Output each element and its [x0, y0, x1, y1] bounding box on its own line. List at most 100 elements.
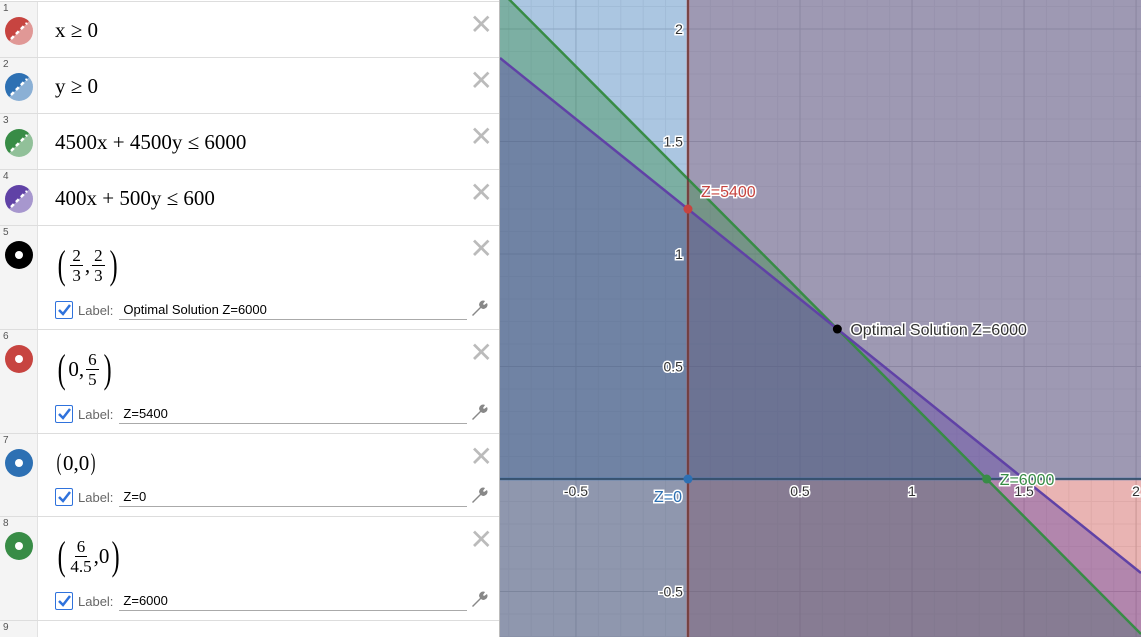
- gutter: 4: [0, 170, 38, 226]
- comma: ,: [93, 543, 99, 568]
- point-label: Optimal Solution Z=6000: [850, 322, 1027, 339]
- gutter: 5: [0, 226, 38, 330]
- wrench-icon: [472, 591, 488, 607]
- icon-dash: [10, 22, 28, 40]
- expression-index: 5: [3, 227, 9, 238]
- color-icon[interactable]: [4, 448, 34, 478]
- settings-wrench[interactable]: [469, 402, 489, 427]
- expression-row[interactable]: 8 ✕ (6 4.5, 0) Label: Z=6000: [0, 516, 499, 621]
- boundary-constraint-1: [507, 0, 1141, 635]
- delete-button[interactable]: ✕: [469, 524, 493, 555]
- point: [683, 204, 693, 214]
- expression-index: 8: [3, 518, 9, 529]
- region-constraint-2: [500, 58, 1141, 637]
- region-x: [687, 0, 1141, 637]
- region-constraint-1: [500, 0, 1141, 637]
- y-tick-label: -0.5: [659, 584, 683, 600]
- settings-wrench[interactable]: [469, 298, 489, 323]
- icon-shade: [9, 133, 34, 158]
- delete-button[interactable]: ✕: [469, 337, 493, 368]
- point-label: Z=6000: [1000, 472, 1055, 489]
- delete-button[interactable]: ✕: [469, 441, 493, 472]
- label-input[interactable]: Optimal Solution Z=6000: [119, 300, 468, 320]
- color-icon[interactable]: [4, 128, 34, 158]
- expression-list: 1 ✕ x ≥ 0 2 ✕ y ≥ 0 3 ✕ 4500x + 4500y ≤ 6000 4 ✕ 40…: [0, 0, 500, 637]
- gutter: 2: [0, 58, 38, 114]
- point: [832, 324, 842, 334]
- paren: ): [103, 346, 112, 391]
- delete-button[interactable]: ✕: [469, 177, 493, 208]
- coord: 0: [63, 450, 74, 475]
- color-icon[interactable]: [4, 72, 34, 102]
- expression-row[interactable]: 1 ✕ x ≥ 0: [0, 1, 499, 58]
- expression-row[interactable]: 9: [0, 620, 499, 637]
- delete-button[interactable]: ✕: [469, 233, 493, 264]
- label-caption: Label:: [78, 489, 114, 505]
- label-input[interactable]: Z=6000: [119, 591, 468, 611]
- region-y: [500, 0, 1141, 480]
- numerator: 2: [92, 245, 105, 266]
- numerator: 2: [70, 245, 83, 266]
- point: [982, 474, 992, 484]
- expression: (0, 0): [55, 441, 97, 485]
- color-icon[interactable]: [4, 184, 34, 214]
- icon-dot: [15, 542, 23, 550]
- paren: ): [111, 533, 120, 578]
- graph: -0.5 0.5 1 1.5 2 -0.5 0.5 1 1.5 2 Optimal Solution…: [500, 0, 1141, 637]
- numerator: 6: [86, 349, 99, 370]
- settings-wrench[interactable]: [469, 589, 489, 614]
- point: [683, 474, 693, 484]
- color-icon[interactable]: [4, 16, 34, 46]
- paren: (: [57, 346, 66, 391]
- expression: x ≥ 0: [55, 17, 99, 42]
- expression-index: 3: [3, 115, 9, 126]
- comma: ,: [78, 356, 85, 381]
- label-checkbox[interactable]: [55, 405, 73, 423]
- expression-row[interactable]: 3 ✕ 4500x + 4500y ≤ 6000: [0, 113, 499, 170]
- settings-wrench[interactable]: [469, 485, 489, 510]
- label-input[interactable]: Z=0: [119, 487, 468, 507]
- label-checkbox[interactable]: [55, 301, 73, 319]
- check-mark: [58, 491, 71, 503]
- delete-button[interactable]: ✕: [469, 121, 493, 152]
- color-icon[interactable]: [4, 344, 34, 374]
- expression-row[interactable]: 5 ✕ (2 3, 2 3) Label: Optimal Solution Z=6000: [0, 225, 499, 330]
- delete-button[interactable]: ✕: [469, 9, 493, 40]
- paren: ): [109, 242, 118, 287]
- label-input[interactable]: Z=5400: [119, 404, 468, 424]
- comma: ,: [84, 252, 91, 277]
- color-icon[interactable]: [4, 240, 34, 270]
- label-caption: Label:: [78, 302, 114, 318]
- coord: 0: [98, 543, 110, 568]
- denominator: 3: [72, 265, 81, 285]
- gutter: 1: [0, 2, 38, 58]
- icon-shade: [9, 189, 34, 214]
- label-checkbox[interactable]: [55, 592, 73, 610]
- expression-row[interactable]: 2 ✕ y ≥ 0: [0, 57, 499, 114]
- delete-button[interactable]: ✕: [469, 65, 493, 96]
- y-tick-label: 1: [675, 246, 683, 262]
- label-checkbox[interactable]: [55, 488, 73, 506]
- icon-shade: [9, 77, 34, 102]
- x-tick-label: 1.5: [1014, 483, 1034, 499]
- expression-row[interactable]: 6 ✕ (0, 6 5) Label: Z=5400: [0, 329, 499, 434]
- gutter: 3: [0, 114, 38, 170]
- expression-row[interactable]: 7 ✕ (0, 0) Label: Z=0: [0, 433, 499, 517]
- coord: 0: [68, 356, 79, 381]
- label-row: Label: Z=0: [55, 486, 468, 508]
- boundary-constraint-2: [500, 57, 1141, 574]
- label-row: Label: Z=5400: [55, 403, 468, 425]
- icon-dot: [15, 251, 23, 259]
- expression-row[interactable]: 4 ✕ 400x + 500y ≤ 600: [0, 169, 499, 226]
- point-label: Z=5400: [701, 184, 756, 201]
- color-icon[interactable]: [4, 531, 34, 561]
- expression: y ≥ 0: [55, 73, 99, 98]
- y-tick-label: 1.5: [664, 134, 684, 150]
- paren: (: [56, 450, 62, 476]
- x-tick-label: 2: [1132, 483, 1140, 499]
- label-caption: Label:: [78, 593, 114, 609]
- expression-index: 1: [3, 3, 9, 14]
- icon-dash: [10, 134, 28, 152]
